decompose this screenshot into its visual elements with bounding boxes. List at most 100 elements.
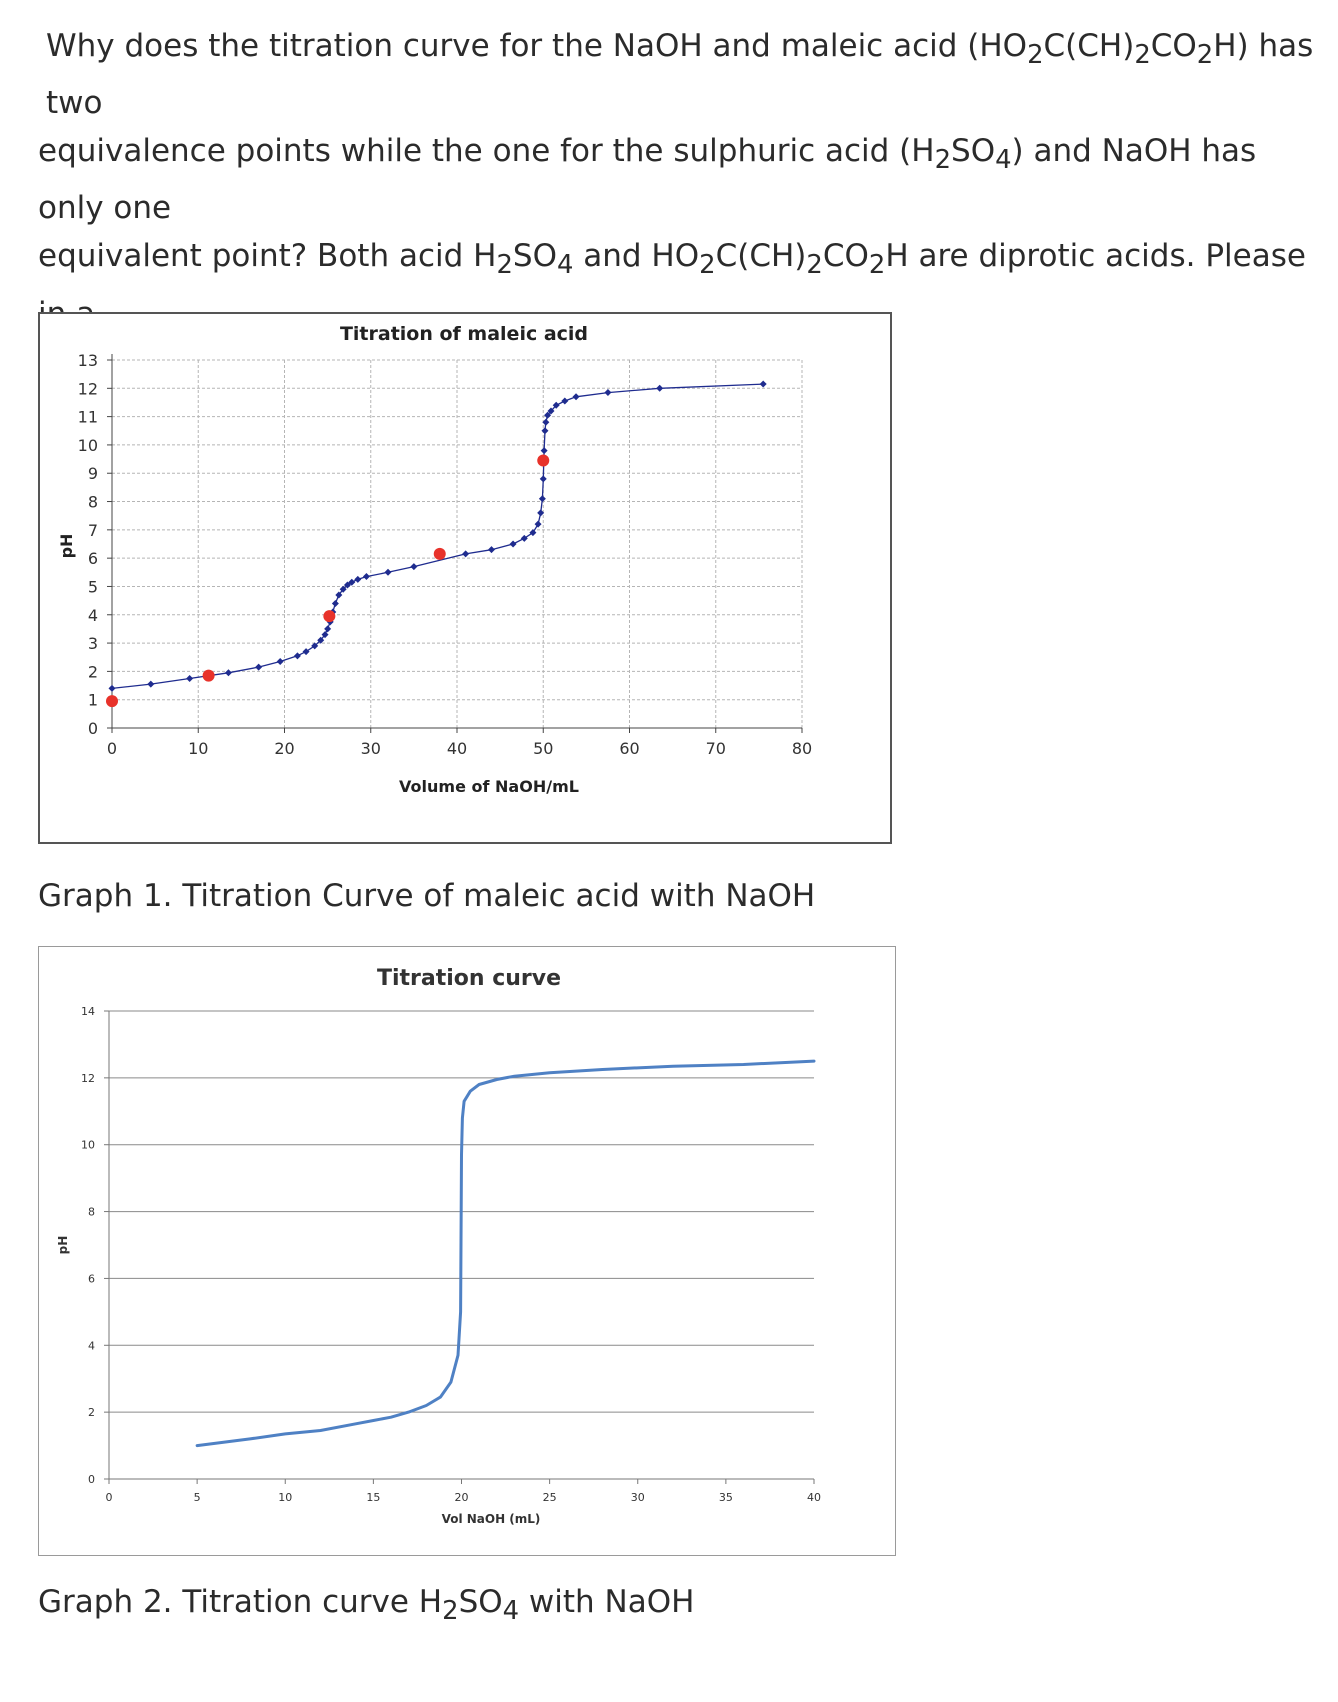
y-axis-label: pH — [56, 1236, 70, 1255]
q3-sub: 2 — [868, 250, 886, 281]
question-line-1: Why does the titration curve for the NaO… — [38, 22, 1318, 127]
caption2-part: SO — [458, 1584, 503, 1620]
data-point — [339, 585, 347, 593]
data-point — [534, 520, 542, 528]
y-tick-label: 6 — [88, 549, 98, 568]
y-tick-label: 4 — [88, 606, 98, 625]
x-tick-label: 40 — [807, 1491, 821, 1504]
y-tick-label: 6 — [88, 1272, 95, 1285]
y-tick-label: 5 — [88, 577, 98, 596]
q1-sub: 2 — [1196, 40, 1214, 71]
sulfuric-acid-chart-svg: 0 2 4 6 8 10 12 14 0 5 10 15 20 25 30 35 40 Titration cur… — [56, 966, 821, 1526]
q3-part: C(CH) — [715, 238, 807, 275]
data-point — [362, 573, 370, 581]
data-point — [335, 591, 343, 599]
data-point — [488, 546, 495, 554]
x-tick-label: 40 — [447, 739, 467, 758]
x-tick-label: 50 — [533, 739, 553, 758]
x-tick-label: 20 — [455, 1491, 469, 1504]
y-tick-label: 11 — [78, 408, 98, 427]
data-point — [572, 393, 580, 401]
data-point — [321, 631, 329, 639]
y-tick-label: 10 — [81, 1139, 95, 1152]
data-point — [544, 411, 552, 419]
x-tick-label: 10 — [188, 739, 208, 758]
data-point — [520, 534, 528, 542]
x-tick-label: 30 — [361, 739, 381, 758]
data-point — [224, 669, 232, 677]
data-point — [311, 642, 319, 650]
q2-sub: 2 — [934, 145, 952, 176]
data-point — [509, 540, 517, 548]
q3-part: equivalent point? Both acid H — [38, 238, 497, 275]
x-tick-label: 25 — [543, 1491, 557, 1504]
caption2-part: Graph 2. Titration curve H — [38, 1584, 443, 1620]
x-tick-label: 0 — [107, 739, 117, 758]
data-point — [542, 418, 550, 426]
data-point — [561, 397, 569, 405]
x-tick-label: 0 — [106, 1491, 113, 1504]
graph2-caption: Graph 2. Titration curve H2SO4 with NaOH — [38, 1584, 694, 1626]
y-tick-label: 13 — [78, 351, 98, 370]
q3-part: SO — [512, 238, 557, 275]
x-tick-label: 60 — [619, 739, 639, 758]
highlight-point — [537, 454, 550, 467]
y-tick-label: 8 — [88, 1206, 95, 1219]
highlight-point — [433, 547, 446, 560]
y-tick-label: 0 — [88, 1473, 95, 1486]
data-point — [302, 648, 310, 656]
q2-sub: 4 — [995, 145, 1012, 176]
highlight-point — [106, 695, 118, 708]
data-point — [276, 657, 284, 665]
data-point — [348, 578, 356, 586]
question-text: Why does the titration curve for the NaO… — [38, 22, 1318, 386]
y-tick-label: 12 — [81, 1072, 95, 1085]
y-tick-label: 10 — [78, 436, 98, 455]
x-tick-label: 80 — [792, 739, 812, 758]
maleic-acid-titration-chart: 0 1 2 3 4 5 6 7 8 9 10 11 12 13 0 10 20 30 40 50 60 70 80 Titra… — [38, 312, 892, 844]
x-tick-label: 30 — [631, 1491, 645, 1504]
q1-part: C(CH) — [1043, 28, 1135, 64]
chart-title: Titration curve — [377, 966, 561, 991]
y-tick-label: 9 — [88, 464, 98, 483]
q3-sub: 2 — [806, 250, 823, 281]
q3-sub: 2 — [496, 250, 513, 281]
y-tick-label: 3 — [88, 634, 98, 653]
data-point — [186, 674, 194, 682]
data-point — [331, 599, 339, 607]
highlight-point — [323, 610, 336, 623]
data-point — [324, 625, 332, 633]
q1-part: H) has two — [46, 28, 1314, 122]
q1-part: Why does the titration curve for the NaO… — [46, 28, 1028, 64]
highlight-point — [202, 669, 215, 682]
data-point — [656, 384, 664, 392]
x-tick-label: 35 — [719, 1491, 733, 1504]
y-tick-label: 0 — [88, 719, 98, 738]
question-line-2: equivalence points while the one for the… — [38, 127, 1318, 232]
data-point — [541, 427, 549, 435]
data-point — [604, 389, 612, 397]
q2-part: SO — [951, 133, 996, 170]
y-tick-label: 7 — [88, 521, 98, 540]
x-tick-label: 70 — [706, 739, 726, 758]
data-point — [410, 563, 418, 571]
chart-title: Titration of maleic acid — [340, 323, 588, 345]
data-point — [293, 652, 301, 660]
y-tick-label: 2 — [88, 1406, 95, 1419]
q3-sub: 4 — [556, 250, 574, 281]
y-axis-label: pH — [57, 534, 76, 559]
x-tick-label: 10 — [278, 1491, 292, 1504]
data-point — [354, 575, 362, 583]
y-tick-label: 1 — [88, 691, 98, 710]
q3-part: CO — [822, 238, 869, 275]
data-point — [317, 636, 325, 644]
data-point — [759, 380, 767, 388]
data-point — [147, 680, 155, 688]
x-tick-label: 15 — [366, 1491, 380, 1504]
x-tick-label: 5 — [194, 1491, 201, 1504]
q2-part: ) and NaOH has only one — [38, 133, 1257, 227]
caption2-sub: 2 — [442, 1596, 459, 1627]
q1-part: CO — [1150, 28, 1197, 64]
x-axis-label: Volume of NaOH/mL — [399, 777, 579, 796]
